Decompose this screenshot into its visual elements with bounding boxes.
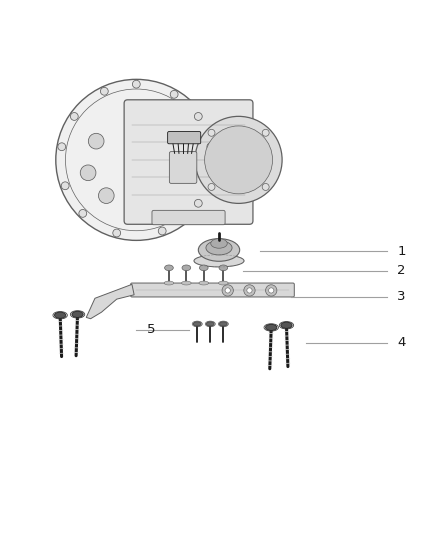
- Ellipse shape: [194, 255, 244, 267]
- Circle shape: [100, 87, 108, 95]
- Circle shape: [207, 143, 215, 151]
- Ellipse shape: [211, 239, 227, 248]
- Ellipse shape: [72, 311, 83, 318]
- Ellipse shape: [193, 322, 201, 326]
- Ellipse shape: [219, 281, 228, 285]
- Circle shape: [265, 285, 277, 296]
- Circle shape: [56, 79, 217, 240]
- Ellipse shape: [198, 239, 240, 261]
- Ellipse shape: [199, 265, 208, 271]
- Circle shape: [80, 165, 96, 181]
- Circle shape: [71, 112, 78, 120]
- Circle shape: [247, 288, 252, 293]
- Circle shape: [208, 183, 215, 190]
- Circle shape: [222, 285, 233, 296]
- Ellipse shape: [206, 322, 214, 326]
- Text: 2: 2: [397, 264, 406, 277]
- Ellipse shape: [265, 325, 277, 330]
- Circle shape: [58, 143, 66, 151]
- FancyBboxPatch shape: [168, 132, 201, 144]
- Text: 5: 5: [147, 323, 155, 336]
- Circle shape: [132, 80, 140, 88]
- Ellipse shape: [281, 322, 292, 328]
- Ellipse shape: [182, 265, 191, 271]
- Ellipse shape: [165, 265, 173, 271]
- Circle shape: [170, 91, 178, 98]
- FancyBboxPatch shape: [131, 283, 294, 297]
- Ellipse shape: [219, 322, 227, 326]
- Circle shape: [262, 130, 269, 136]
- Circle shape: [205, 126, 272, 194]
- Circle shape: [194, 199, 202, 207]
- FancyBboxPatch shape: [124, 100, 253, 224]
- Ellipse shape: [164, 281, 174, 285]
- FancyBboxPatch shape: [170, 151, 197, 183]
- Ellipse shape: [219, 265, 228, 271]
- Ellipse shape: [206, 240, 232, 255]
- Circle shape: [194, 112, 202, 120]
- Text: 3: 3: [397, 290, 406, 303]
- Ellipse shape: [54, 312, 66, 318]
- Ellipse shape: [182, 281, 191, 285]
- Text: 1: 1: [397, 245, 406, 258]
- Circle shape: [226, 147, 252, 173]
- Circle shape: [268, 288, 274, 293]
- Ellipse shape: [199, 281, 208, 285]
- Circle shape: [158, 227, 166, 235]
- Circle shape: [113, 229, 120, 237]
- Circle shape: [262, 183, 269, 190]
- Circle shape: [225, 288, 230, 293]
- FancyBboxPatch shape: [152, 211, 225, 225]
- Polygon shape: [86, 284, 134, 319]
- Circle shape: [215, 136, 262, 184]
- Circle shape: [244, 285, 255, 296]
- Circle shape: [79, 209, 87, 217]
- Circle shape: [208, 130, 215, 136]
- Circle shape: [61, 182, 69, 190]
- Circle shape: [195, 116, 282, 204]
- Circle shape: [88, 133, 104, 149]
- Text: 4: 4: [397, 336, 406, 349]
- Circle shape: [99, 188, 114, 204]
